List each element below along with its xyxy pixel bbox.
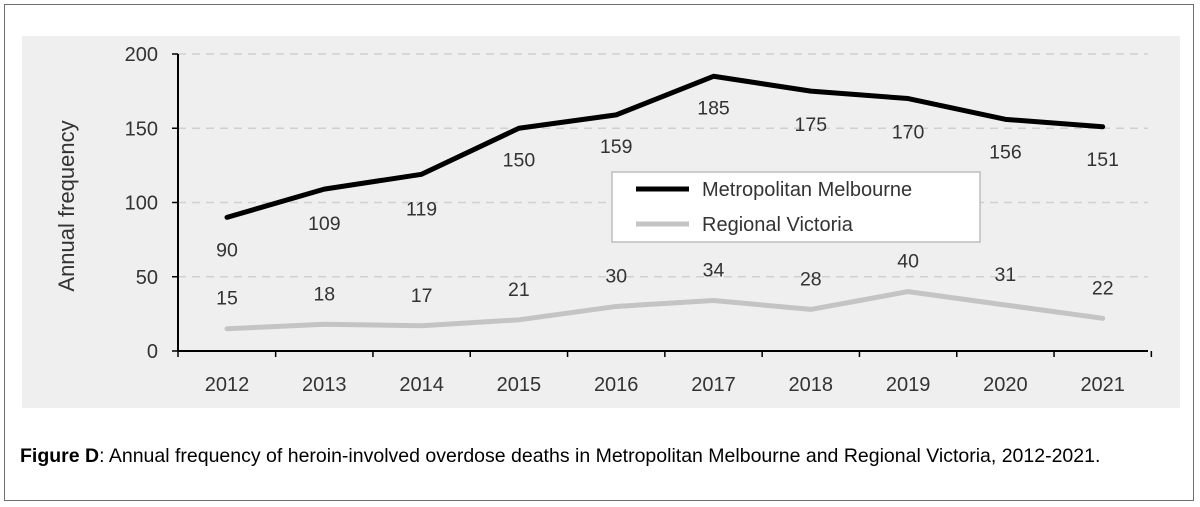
- data-label-metropolitan: 156: [989, 141, 1022, 163]
- y-tick-label: 150: [125, 118, 158, 140]
- figure-caption: Figure D: Annual frequency of heroin-inv…: [20, 444, 1170, 468]
- data-label-regional: 22: [1092, 277, 1114, 299]
- data-label-regional: 30: [605, 265, 627, 287]
- legend-box: [611, 171, 981, 243]
- axes: [172, 53, 1153, 357]
- gridlines: [178, 53, 1148, 278]
- series-line-metropolitan-melbourne: [224, 73, 1106, 220]
- data-label-regional: 18: [313, 283, 335, 305]
- data-label-metropolitan: 109: [308, 213, 341, 235]
- caption-label: Figure D: [20, 445, 100, 467]
- data-label-regional: 34: [703, 260, 725, 282]
- data-label-regional: 17: [411, 285, 433, 307]
- series-line-regional-victoria: [224, 289, 1106, 332]
- y-tick-label: 0: [147, 341, 158, 363]
- data-label-metropolitan: 151: [1086, 149, 1119, 171]
- data-label-regional: 31: [995, 264, 1017, 286]
- y-tick-label: 200: [125, 44, 158, 66]
- data-label-metropolitan: 90: [216, 239, 238, 261]
- data-label-regional: 28: [800, 268, 822, 290]
- y-tick-label: 50: [136, 267, 158, 289]
- x-tick-label: 2012: [205, 374, 250, 396]
- legend-label: Metropolitan Melbourne: [702, 179, 912, 201]
- x-tick-label: 2016: [594, 374, 639, 396]
- y-axis-label: Annual frequency: [54, 120, 79, 291]
- data-label-regional: 15: [216, 288, 238, 310]
- data-label-metropolitan: 170: [892, 122, 925, 144]
- data-label-metropolitan: 150: [503, 149, 536, 171]
- legend-label: Regional Victoria: [702, 214, 854, 236]
- x-tick-label: 2015: [497, 374, 542, 396]
- data-label-regional: 21: [508, 279, 530, 301]
- x-tick-label: 2013: [302, 374, 347, 396]
- data-label-metropolitan: 175: [795, 114, 828, 136]
- data-label-metropolitan: 119: [406, 198, 437, 220]
- x-tick-label: 2017: [691, 374, 736, 396]
- x-tick-label: 2014: [399, 374, 444, 396]
- x-tick-label: 2019: [886, 374, 931, 396]
- caption-text: : Annual frequency of heroin-involved ov…: [99, 445, 1101, 467]
- plot-background: [22, 36, 1180, 408]
- x-tick-label: 2020: [983, 374, 1028, 396]
- data-labels: 90 109 119 150 159 185 175 170 156 151 15 18 17 21 30 3…: [216, 97, 1119, 309]
- x-tick-label: 2018: [789, 374, 834, 396]
- series-lines: [224, 73, 1106, 332]
- y-tick-label: 100: [125, 193, 158, 215]
- data-label-metropolitan: 159: [600, 136, 633, 158]
- legend: Metropolitan Melbourne Regional Victoria: [611, 171, 981, 243]
- x-tick-labels: 2012 2013 2014 2015 2016 2017 2018 2019 2020 2021: [205, 374, 1125, 396]
- data-label-metropolitan: 185: [697, 97, 730, 119]
- y-tick-labels: 0 50 100 150 200: [125, 44, 158, 363]
- data-label-regional: 40: [897, 251, 919, 273]
- x-tick-label: 2021: [1080, 374, 1125, 396]
